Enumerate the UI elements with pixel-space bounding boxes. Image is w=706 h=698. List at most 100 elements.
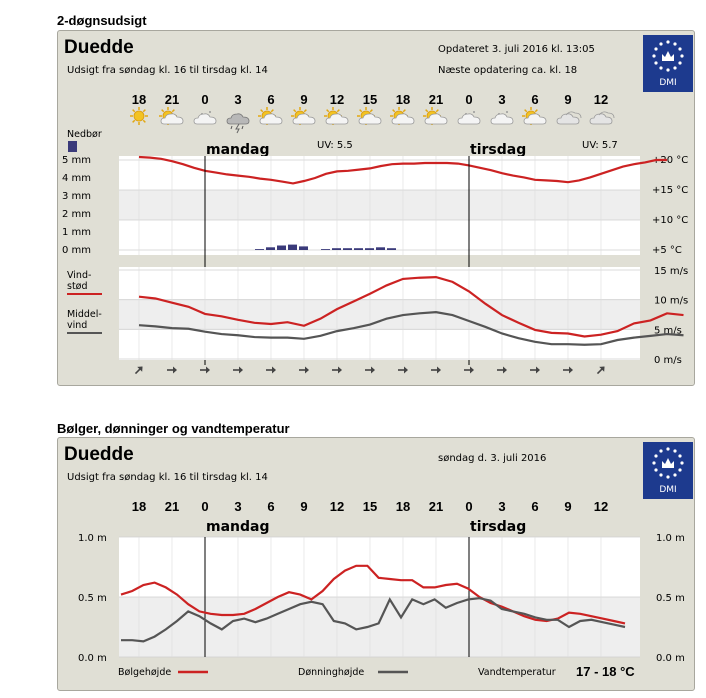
next-update-text: Næste opdatering ca. kl. 18	[438, 65, 578, 76]
sun-ray	[534, 109, 538, 113]
precip-bar	[343, 248, 352, 250]
partly-cloudy-night-icon	[457, 111, 481, 125]
wind-mean-line	[138, 311, 684, 346]
cloud	[391, 113, 415, 125]
arrow-head	[173, 366, 177, 374]
cloud	[292, 113, 316, 125]
cloudy-icon	[589, 111, 615, 125]
hour-label: 21	[165, 499, 179, 514]
legend-wave-label: Bølgehøjde	[118, 667, 171, 678]
sun-ray	[132, 119, 136, 123]
sun-ray	[142, 109, 146, 113]
wind-gust-line	[138, 276, 684, 338]
arrow-head	[536, 366, 540, 374]
precip-bar	[299, 246, 308, 250]
star	[209, 111, 211, 113]
cloud	[160, 113, 184, 125]
wind-tick: 15 m/s	[654, 266, 688, 277]
sun-ray	[425, 109, 429, 113]
partly-cloudy-sun-icon	[159, 107, 184, 125]
hour-label: 21	[429, 499, 443, 514]
sun-ray	[270, 109, 274, 113]
hour-label: 18	[132, 92, 146, 107]
precip-label: Nedbør	[67, 129, 102, 140]
arrow-head	[305, 366, 309, 374]
day-label: mandag	[206, 519, 270, 535]
sun-ray	[435, 109, 439, 113]
cloud	[523, 113, 547, 125]
wave-tick-left: 0.5 m	[78, 593, 107, 604]
hour-label: 18	[132, 499, 146, 514]
wind-arrow-icon	[167, 366, 177, 374]
forecast-panel: Duedde Udsigt fra søndag kl. 16 til tirs…	[57, 30, 695, 386]
cloud	[556, 113, 580, 125]
precip-bar	[288, 244, 297, 250]
partly-cloudy-sun-icon	[522, 107, 547, 125]
precip-bar	[387, 248, 396, 250]
hour-label: 6	[531, 499, 538, 514]
wind-tick: 0 m/s	[654, 355, 682, 366]
grid-band	[119, 190, 640, 220]
hour-label: 18	[396, 499, 410, 514]
water-temp-value: 17 - 18 °C	[576, 664, 635, 679]
hour-label: 3	[234, 92, 241, 107]
sun-ray	[336, 109, 340, 113]
cloud	[565, 111, 582, 119]
sun-ray	[359, 109, 363, 113]
grid-band	[119, 597, 640, 657]
precip-tick: 4 mm	[62, 173, 91, 184]
cloud	[424, 113, 448, 125]
swell-height-line	[121, 597, 626, 643]
hour-label: 6	[267, 499, 274, 514]
precip-tick: 3 mm	[62, 191, 91, 202]
partly-cloudy-sun-icon	[291, 107, 316, 125]
thunder-rain-icon	[226, 113, 250, 134]
precip-bar	[255, 249, 264, 250]
hour-label: 9	[300, 92, 307, 107]
legend-swell-label: Dønninghøjde	[298, 667, 364, 678]
sun-ray	[161, 109, 165, 113]
partly-cloudy-sun-icon	[423, 107, 448, 125]
wave-tick-left: 0.0 m	[78, 653, 107, 664]
hour-label: 0	[201, 499, 208, 514]
precip-bar	[266, 247, 275, 250]
hour-label: 9	[564, 92, 571, 107]
wave-tick-right: 0.0 m	[656, 653, 685, 664]
crown-icon	[652, 447, 684, 479]
arrow-head	[503, 366, 507, 374]
waves-dmi-logo: DMI	[643, 442, 693, 499]
hour-label: 21	[429, 92, 443, 107]
arrow-head	[437, 366, 441, 374]
wind-arrow-icon	[398, 366, 408, 374]
dmi-logo-text: DMI	[659, 78, 677, 88]
cloud	[193, 113, 217, 125]
hour-label: 12	[330, 92, 344, 107]
partly-cloudy-night-icon	[490, 111, 514, 125]
uv-index: UV: 5.5	[317, 140, 353, 151]
sun-ray	[402, 109, 406, 113]
cloud	[259, 113, 283, 125]
precip-tick: 1 mm	[62, 227, 91, 238]
waves-period: Udsigt fra søndag kl. 16 til tirsdag kl.…	[67, 472, 268, 483]
temp-tick: +15 °C	[652, 185, 688, 196]
wave-height-line	[120, 564, 626, 625]
forecast-chart: 18 21 0 3 6 9 12 15 18 21 0 3 6 9 12 Nedbør mandag tirsda…	[62, 92, 688, 375]
hour-label: 9	[300, 499, 307, 514]
wind-arrow-icon	[497, 366, 507, 374]
water-temp-label: Vandtemperatur	[478, 667, 556, 678]
arrow-head	[404, 366, 408, 374]
wave-tick-right: 0.5 m	[656, 593, 685, 604]
arrow-head	[206, 366, 210, 374]
hour-label: 21	[165, 92, 179, 107]
arrow-head	[371, 366, 375, 374]
hour-label: 12	[594, 499, 608, 514]
precip-bar	[376, 247, 385, 250]
rain-drop	[241, 125, 244, 130]
hour-label: 3	[498, 92, 505, 107]
arrow-head	[338, 366, 342, 374]
wind-arrow-icon	[464, 366, 474, 374]
waves-dmi-logo-text: DMI	[659, 485, 677, 495]
wind-arrow-icon	[563, 366, 573, 374]
cloud	[598, 111, 615, 119]
wind-arrow-icon	[134, 366, 143, 375]
